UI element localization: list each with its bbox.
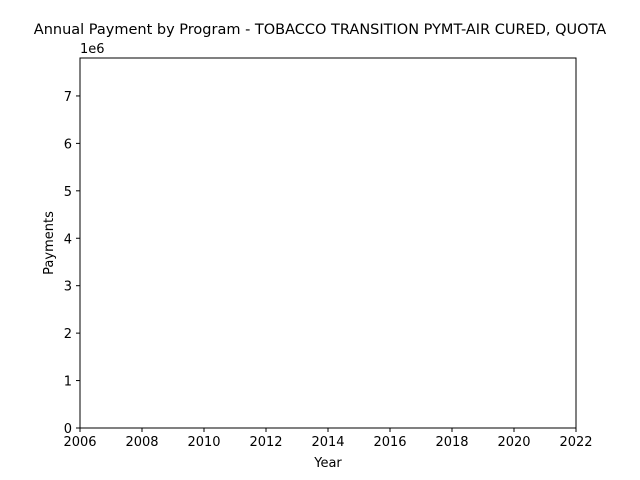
y-tick-label: 2 [64,327,72,342]
x-tick-label: 2022 [559,435,592,450]
y-tick-label: 1 [64,375,72,390]
x-tick-label: 2010 [187,435,220,450]
y-tick-label: 7 [64,90,72,105]
y-tick-label: 5 [64,185,72,200]
y-tick-label: 3 [64,280,72,295]
chart-title: Annual Payment by Program - TOBACCO TRAN… [34,22,607,38]
x-tick-label: 2020 [497,435,530,450]
y-axis: 0 1 2 3 4 5 6 7 [64,90,80,437]
y-tick-label: 6 [64,137,72,152]
x-tick-label: 2014 [311,435,344,450]
x-tick-label: 2012 [249,435,282,450]
y-tick-label: 0 [64,422,72,437]
x-axis-label: Year [313,456,342,471]
x-axis: 2006 2008 2010 2012 2014 2016 2018 2020 2022 [63,428,593,450]
x-tick-label: 2016 [373,435,406,450]
x-tick-label: 2006 [63,435,96,450]
y-axis-label: Payments [42,211,57,275]
x-tick-label: 2018 [435,435,468,450]
y-tick-label: 4 [64,232,72,247]
x-tick-label: 2008 [125,435,158,450]
y-offset-label: 1e6 [80,42,105,57]
plot-area [79,57,577,429]
